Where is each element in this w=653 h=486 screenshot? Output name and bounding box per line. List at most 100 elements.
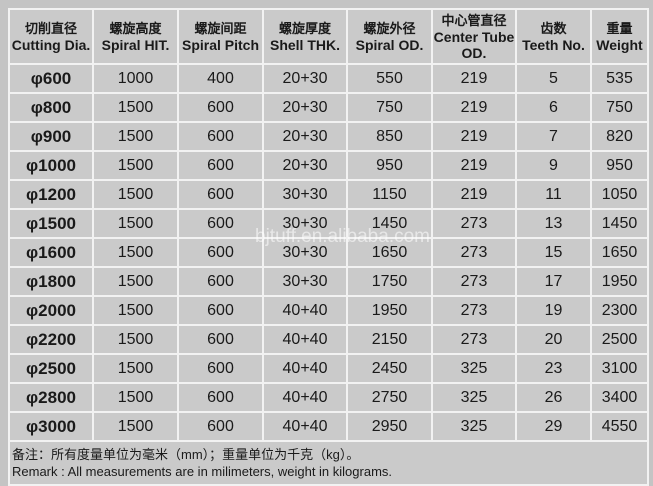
table-cell: 20+30 (262, 92, 348, 123)
table-cell: 219 (431, 179, 517, 210)
table-cell: 3400 (590, 382, 649, 413)
column-header: 重量 Weight (590, 8, 649, 65)
table-cell: φ1800 (8, 266, 94, 297)
table-cell: 600 (177, 382, 264, 413)
table-cell: 1150 (346, 179, 433, 210)
table-cell: 750 (346, 92, 433, 123)
table-cell: 11 (515, 179, 592, 210)
table-cell: 273 (431, 237, 517, 268)
table-cell: 600 (177, 237, 264, 268)
table-cell: 40+40 (262, 353, 348, 384)
column-header: 中心管直径 Center Tube OD. (431, 8, 517, 65)
table-row: φ2200 1500 600 40+40 2150 273 20 2500 (8, 324, 649, 355)
table-cell: φ1200 (8, 179, 94, 210)
table-cell: φ2000 (8, 295, 94, 326)
table-cell: 19 (515, 295, 592, 326)
column-header-en: Spiral OD. (355, 36, 424, 53)
table-cell: 23 (515, 353, 592, 384)
table-cell: 1500 (92, 411, 179, 442)
table-cell: 30+30 (262, 237, 348, 268)
table-cell: 40+40 (262, 295, 348, 326)
table-cell: 600 (177, 295, 264, 326)
table-row: φ3000 1500 600 40+40 2950 325 29 4550 (8, 411, 649, 442)
table-cell: 1450 (590, 208, 649, 239)
table-cell: φ800 (8, 92, 94, 123)
table-row: φ1000 1500 600 20+30 950 219 9 950 (8, 150, 649, 181)
header-row: 切削直径 Cutting Dia. 螺旋高度 Spiral HIT. 螺旋间距 Spira… (8, 8, 649, 65)
table-cell: 273 (431, 266, 517, 297)
table-cell: 1950 (590, 266, 649, 297)
table-cell: 600 (177, 411, 264, 442)
column-header: 螺旋间距 Spiral Pitch (177, 8, 264, 65)
table-cell: 40+40 (262, 382, 348, 413)
table-cell: φ3000 (8, 411, 94, 442)
table-cell: 2450 (346, 353, 433, 384)
table-cell: 820 (590, 121, 649, 152)
table-cell: 2950 (346, 411, 433, 442)
column-header: 切削直径 Cutting Dia. (8, 8, 94, 65)
column-header-zh: 切削直径 (24, 20, 77, 36)
table-cell: φ2500 (8, 353, 94, 384)
table-cell: 5 (515, 63, 592, 94)
table-row: φ800 1500 600 20+30 750 219 6 750 (8, 92, 649, 123)
column-header-en: Teeth No. (522, 36, 585, 53)
table-cell: 20+30 (262, 63, 348, 94)
column-header-zh: 螺旋外径 (363, 20, 416, 36)
remark-row: 备注：所有度量单位为毫米（mm）；重量单位为千克（kg）。 Remark : A… (8, 440, 649, 486)
column-header-en: Cutting Dia. (11, 36, 91, 53)
table-cell: 750 (590, 92, 649, 123)
table-cell: φ1000 (8, 150, 94, 181)
column-header-en: Weight (596, 36, 643, 53)
table-cell: φ900 (8, 121, 94, 152)
table-cell: 30+30 (262, 179, 348, 210)
table-cell: 1450 (346, 208, 433, 239)
table-cell: 1050 (590, 179, 649, 210)
table-cell: φ2800 (8, 382, 94, 413)
column-header-zh: 中心管直径 (441, 12, 507, 28)
table-cell: 1650 (590, 237, 649, 268)
column-header: 螺旋厚度 Shell THK. (262, 8, 348, 65)
table-cell: 550 (346, 63, 433, 94)
column-header-en: Shell THK. (269, 36, 340, 53)
table-cell: 600 (177, 92, 264, 123)
table-cell: 2300 (590, 295, 649, 326)
table-cell: 600 (177, 324, 264, 355)
table-row: φ600 1000 400 20+30 550 219 5 535 (8, 63, 649, 94)
table-cell: 1500 (92, 353, 179, 384)
column-header-en: Spiral HIT. (101, 36, 170, 53)
table-cell: 1500 (92, 324, 179, 355)
table-cell: 1500 (92, 208, 179, 239)
column-header-en: Center Tube OD. (433, 28, 515, 61)
table-cell: 1500 (92, 121, 179, 152)
remark-cell: 备注：所有度量单位为毫米（mm）；重量单位为千克（kg）。 Remark : A… (8, 440, 649, 486)
column-header: 齿数 Teeth No. (515, 8, 592, 65)
table-cell: 600 (177, 208, 264, 239)
table-cell: φ2200 (8, 324, 94, 355)
table-cell: 26 (515, 382, 592, 413)
table-cell: 1500 (92, 150, 179, 181)
table-cell: 1500 (92, 179, 179, 210)
table-row: φ1800 1500 600 30+30 1750 273 17 1950 (8, 266, 649, 297)
table-cell: 2150 (346, 324, 433, 355)
table-cell: 600 (177, 179, 264, 210)
table-cell: 40+40 (262, 411, 348, 442)
table-cell: φ1600 (8, 237, 94, 268)
column-header-en: Spiral Pitch (181, 36, 260, 53)
table-cell: 850 (346, 121, 433, 152)
table-cell: 1500 (92, 237, 179, 268)
table-cell: φ1500 (8, 208, 94, 239)
table-row: φ2000 1500 600 40+40 1950 273 19 2300 (8, 295, 649, 326)
table-cell: 2500 (590, 324, 649, 355)
table-cell: 4550 (590, 411, 649, 442)
table-cell: 30+30 (262, 266, 348, 297)
table-cell: 20+30 (262, 150, 348, 181)
table-cell: 2750 (346, 382, 433, 413)
table-cell: 325 (431, 382, 517, 413)
table-cell: 17 (515, 266, 592, 297)
table-cell: 600 (177, 353, 264, 384)
table-cell: 950 (346, 150, 433, 181)
remark-en: Remark : All measurements are in milimet… (12, 464, 393, 479)
table-cell: 6 (515, 92, 592, 123)
table-cell: 325 (431, 353, 517, 384)
table-cell: 1500 (92, 382, 179, 413)
